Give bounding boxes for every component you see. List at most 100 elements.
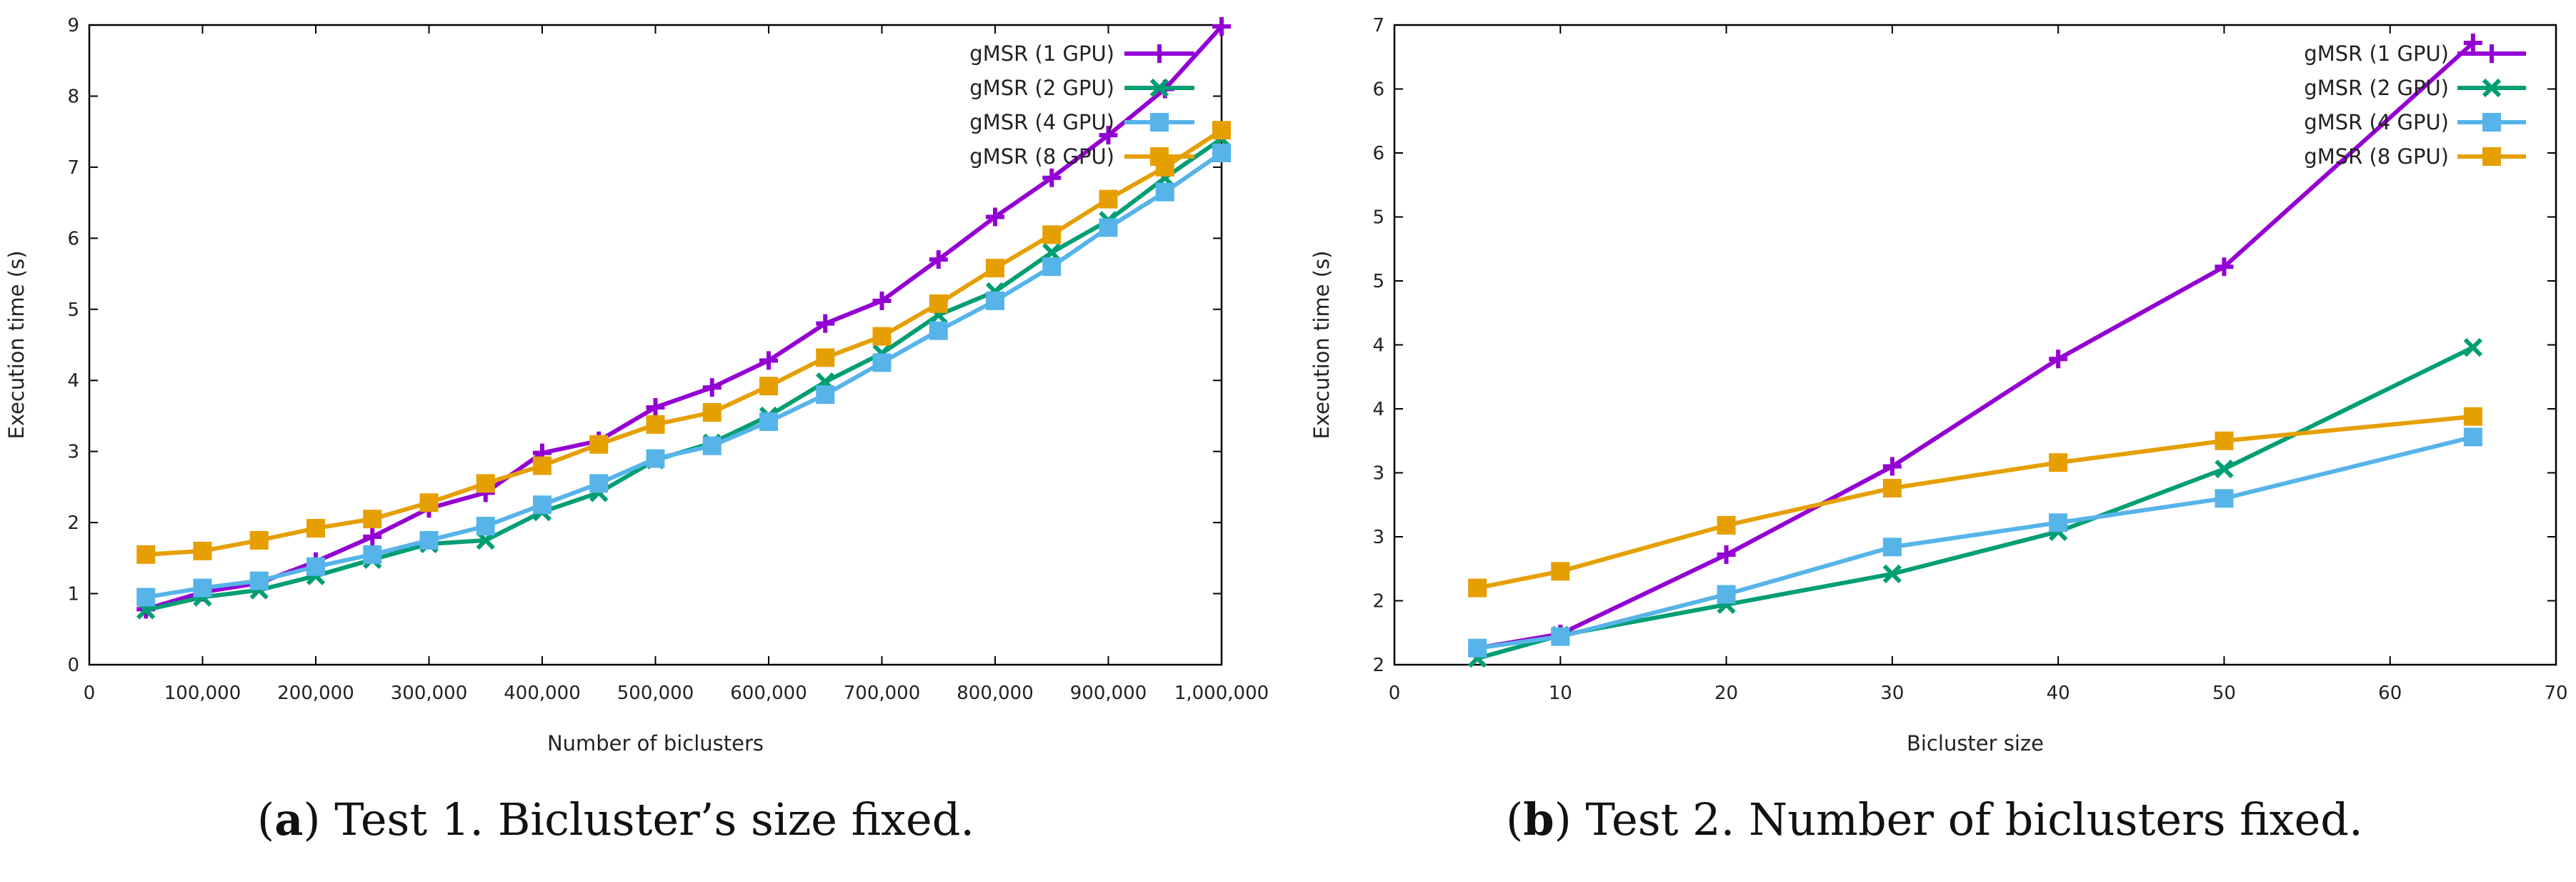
series-line [1477,414,2474,590]
data-point [2049,453,2068,472]
data-point [1717,585,1736,604]
y-axis-label: Execution time (s) [4,250,29,439]
caption-a: (a) Test 1. Bicluster’s size fixed. [257,793,975,846]
x-tick-label: 0 [1389,683,1401,704]
legend-marker [1150,113,1169,132]
data-point [1099,189,1118,209]
data-point [2463,407,2482,426]
x-tick-label: 700,000 [844,683,921,704]
data-point [1212,16,1231,36]
y-tick-label: 9 [67,15,79,36]
y-tick-label: 5 [1372,271,1384,292]
series-line [145,24,1224,612]
data-point [136,545,156,564]
data-point [1882,564,1902,584]
x-tick-label: 600,000 [730,683,807,704]
legend-marker [2482,78,2502,98]
legend-marker [1149,78,1169,98]
y-tick-label: 3 [1372,463,1384,485]
legend-label: gMSR (1 GPU) [969,41,1114,66]
series-3 [136,144,1231,607]
data-point [702,436,722,455]
data-point [646,449,665,468]
x-axis-label: Bicluster size [1907,731,2044,755]
data-point [816,385,835,405]
data-point [872,353,892,372]
y-tick-label: 7 [67,157,79,179]
data-point [1155,182,1174,202]
y-tick-label: 8 [67,86,79,107]
data-point [1099,218,1118,237]
series-line [1477,345,2475,660]
data-point [419,530,439,550]
series-4 [136,121,1231,564]
caption-b: (b) Test 2. Number of biclusters fixed. [1506,793,2363,846]
series-line [1477,435,2474,650]
data-point [2215,459,2234,479]
x-tick-label: 200,000 [277,683,354,704]
x-tick-label: 800,000 [957,683,1034,704]
series-line [145,151,1223,600]
data-point [929,321,948,340]
data-point [986,207,1004,227]
data-point [1468,578,1487,598]
legend-label: gMSR (4 GPU) [969,110,1114,134]
data-point [1717,515,1736,535]
legend-marker [2482,147,2501,166]
x-tick-label: 900,000 [1070,683,1147,704]
data-point [1212,144,1231,162]
data-point [2463,337,2483,357]
data-point [1717,545,1736,565]
data-point [1882,537,1902,557]
data-point [533,495,551,515]
legend-marker [2482,44,2501,63]
data-point [1551,627,1570,646]
data-point [249,530,269,550]
x-tick-label: 0 [84,683,96,704]
data-point [363,545,382,564]
x-tick-label: 10 [1549,683,1572,704]
data-point [363,527,382,546]
data-point [1551,562,1570,581]
series-2 [1467,337,2483,668]
data-point [476,474,495,493]
y-tick-label: 3 [67,442,79,463]
x-tick-label: 300,000 [391,683,468,704]
data-point [2215,489,2234,508]
data-point [702,402,722,422]
data-point [816,314,835,333]
series-line [146,128,1223,557]
legend-label: gMSR (8 GPU) [2304,144,2449,169]
x-tick-label: 50 [2212,683,2236,704]
data-point [589,435,609,454]
data-point [986,259,1004,278]
data-point [589,474,609,493]
x-tick-label: 500,000 [617,683,694,704]
data-point [2215,431,2234,450]
series-1 [136,16,1231,619]
y-tick-label: 2 [1372,591,1384,613]
data-point [1882,457,1902,476]
data-point [1468,638,1487,658]
data-point [306,519,325,538]
data-point [759,412,778,431]
data-point [816,348,835,367]
data-point [1042,225,1062,244]
y-tick-label: 5 [67,299,79,321]
legend-marker [2482,113,2501,132]
data-point [2215,257,2234,277]
x-tick-label: 1,000,000 [1174,683,1269,704]
data-point [872,327,892,346]
y-axis-label: Execution time (s) [1309,250,1334,439]
data-point [1042,257,1062,277]
series-2 [136,129,1232,620]
data-point [1882,478,1902,497]
data-point [986,291,1004,310]
data-point [533,456,551,475]
x-axis-label: Number of biclusters [547,731,764,755]
data-point [1212,121,1231,140]
y-tick-label: 6 [67,228,79,249]
data-point [1099,126,1118,145]
data-point [759,351,778,370]
